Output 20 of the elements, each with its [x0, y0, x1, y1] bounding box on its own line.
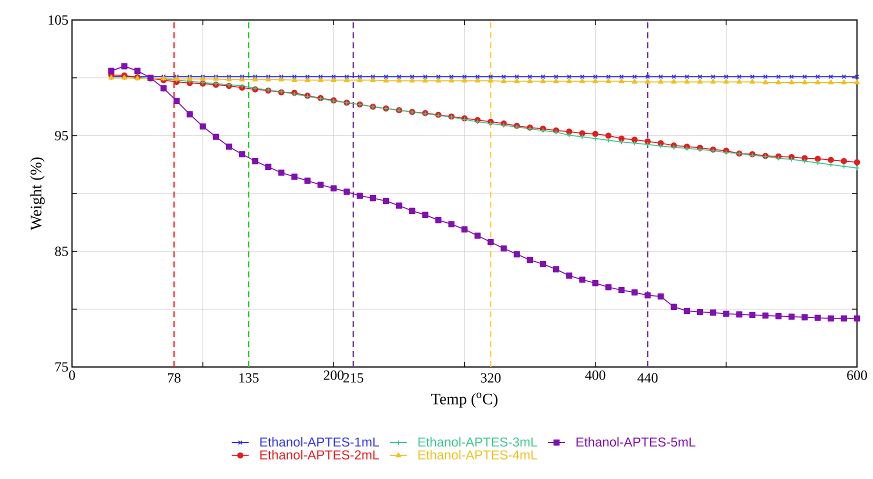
ref-line-label: 440 — [637, 373, 658, 383]
x-tick-label: 200 — [324, 370, 344, 380]
x-tick-label: 400 — [585, 370, 606, 380]
ref-line-label: 215 — [343, 373, 364, 383]
ref-line-label: 78 — [168, 373, 180, 383]
legend-label: Ethanol-APTES-4mL — [418, 450, 538, 460]
y-tick-label: 85 — [55, 246, 68, 256]
legend-label: Ethanol-APTES-1mL — [260, 437, 380, 447]
y-tick-label: 75 — [55, 362, 68, 372]
x-tick-label: 0 — [69, 370, 75, 380]
legend-label: Ethanol-APTES-2mL — [260, 450, 380, 460]
ref-line-label: 135 — [239, 373, 259, 383]
x-axis-title: Temp ($^{o}$C) — [431, 392, 498, 408]
y-tick-label: 95 — [54, 130, 68, 140]
legend-label: Ethanol-APTES-3mL — [418, 437, 538, 447]
ref-line-label: 320 — [480, 373, 501, 383]
x-tick-label: 600 — [847, 370, 867, 380]
y-tick-label: 105 — [48, 15, 68, 25]
y-axis-title: Weight (%) — [30, 157, 45, 230]
legend-label: Ethanol-APTES-5mL — [576, 437, 696, 447]
